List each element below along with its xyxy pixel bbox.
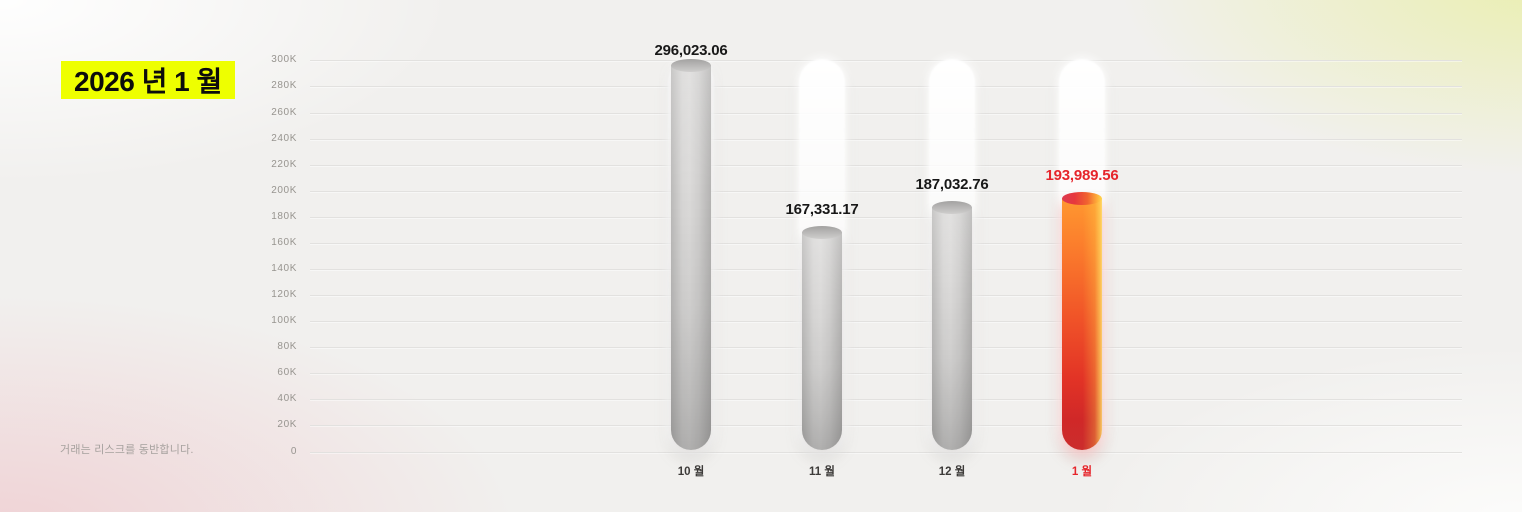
gridline-280K xyxy=(310,86,1462,88)
y-axis-tick-200K: 200K xyxy=(271,184,297,196)
gridline-200K xyxy=(310,190,1462,192)
y-axis-tick-300K: 300K xyxy=(271,54,297,66)
y-axis-tick-220K: 220K xyxy=(271,158,297,170)
gridline-160K xyxy=(310,242,1462,244)
y-axis-tick-100K: 100K xyxy=(271,315,297,327)
bar-fill-11 월 xyxy=(802,226,842,451)
gridline-120K xyxy=(310,295,1462,297)
gridline-140K xyxy=(310,268,1462,270)
y-axis-tick-80K: 80K xyxy=(277,341,297,353)
x-axis-label-10 월: 10 월 xyxy=(677,466,705,478)
bar-fill-rim xyxy=(802,226,842,240)
y-axis-tick-120K: 120K xyxy=(271,289,297,301)
bar-value-label-11 월: 167,331.17 xyxy=(785,201,859,219)
y-axis-tick-60K: 60K xyxy=(277,367,297,379)
x-axis-label-11 월: 11 월 xyxy=(809,466,835,478)
gridline-100K xyxy=(310,321,1462,323)
gridline-300K xyxy=(310,60,1462,62)
y-axis-tick-20K: 20K xyxy=(277,419,297,431)
gridline-20K xyxy=(310,425,1462,427)
bar-fill-1 월 xyxy=(1062,191,1102,451)
gridline-220K xyxy=(310,164,1462,166)
bar-fill-12 월 xyxy=(932,200,972,451)
gridline-80K xyxy=(310,347,1462,349)
bar-fill-rim xyxy=(932,200,972,214)
bar-fill-rim xyxy=(671,58,711,72)
gridline-40K xyxy=(310,399,1462,401)
x-axis-label-12 월: 12 월 xyxy=(938,466,966,478)
bar-value-label-12 월: 187,032.76 xyxy=(915,175,989,193)
gridline-260K xyxy=(310,112,1462,114)
bar-value-label-10 월: 296,023.06 xyxy=(654,41,728,59)
y-axis-tick-280K: 280K xyxy=(271,80,297,92)
gridline-0 xyxy=(310,451,1462,453)
gridline-60K xyxy=(310,373,1462,375)
y-axis-tick-0: 0 xyxy=(290,445,297,457)
y-axis-tick-180K: 180K xyxy=(271,210,297,222)
y-axis-tick-40K: 40K xyxy=(277,393,297,405)
y-axis-tick-240K: 240K xyxy=(271,132,297,144)
gridline-240K xyxy=(310,138,1462,140)
bar-value-label-1 월: 193,989.56 xyxy=(1045,166,1119,184)
y-axis-tick-160K: 160K xyxy=(271,236,297,248)
y-axis-tick-140K: 140K xyxy=(271,262,297,274)
risk-disclaimer-text: 거래는 리스크를 동반합니다. xyxy=(60,444,194,456)
x-axis-label-1 월: 1 월 xyxy=(1071,466,1093,478)
bar-fill-rim xyxy=(1062,191,1102,205)
title-highlight-badge: 2026 년 1 월 xyxy=(61,61,235,99)
gridline-180K xyxy=(310,216,1462,218)
y-axis-tick-260K: 260K xyxy=(271,106,297,118)
bar-fill-10 월 xyxy=(671,58,711,451)
